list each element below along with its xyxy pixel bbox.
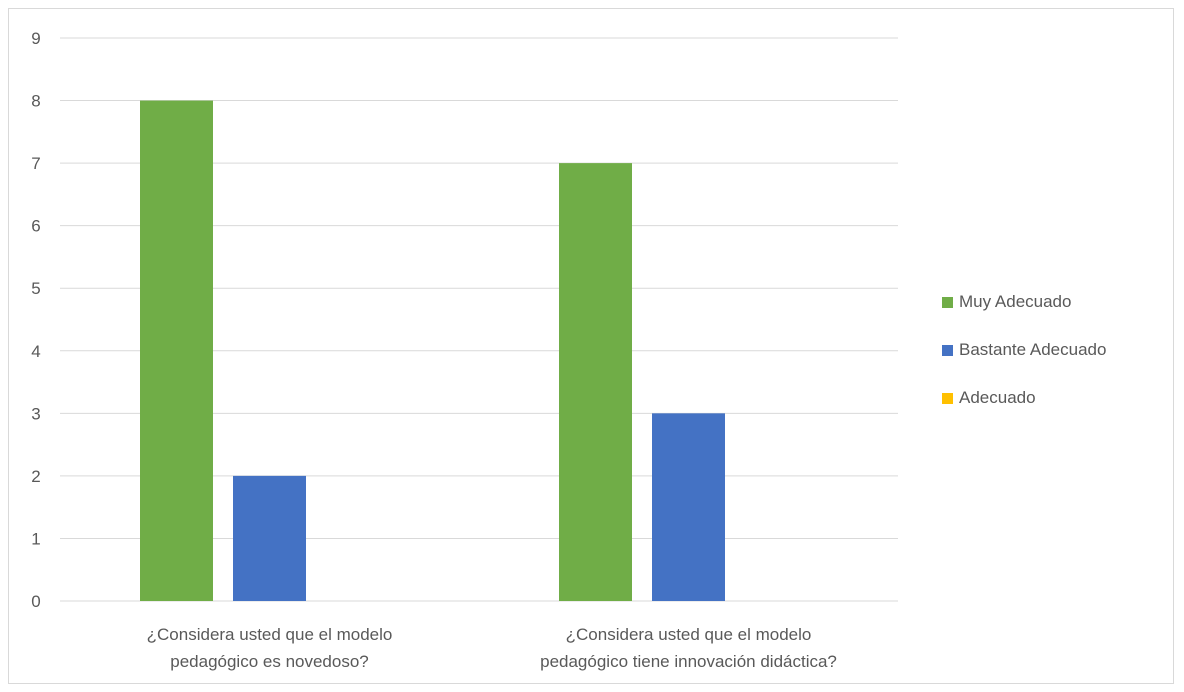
x-axis-categories: ¿Considera usted que el modelo pedagógico… [147, 625, 837, 671]
legend-label: Muy Adecuado [959, 292, 1072, 311]
y-tick-label: 5 [31, 279, 40, 298]
bars [140, 100, 725, 602]
x-category-label: pedagógico es novedoso? [170, 652, 369, 671]
y-tick-label: 3 [31, 404, 40, 423]
legend-swatch [942, 392, 953, 404]
legend-item: Muy Adecuado [942, 290, 1106, 314]
x-category-label: ¿Considera usted que el modelo [147, 625, 393, 644]
y-tick-label: 0 [31, 592, 40, 611]
bar-muy-adecuado-cat1 [140, 100, 213, 602]
y-tick-label: 7 [31, 154, 40, 173]
y-tick-label: 6 [31, 217, 40, 236]
legend-swatch [942, 344, 953, 356]
legend-label: Adecuado [959, 388, 1036, 407]
y-tick-label: 2 [31, 467, 40, 486]
bar-bastante-adecuado-cat1 [233, 475, 306, 601]
y-tick-label: 8 [31, 92, 40, 111]
y-tick-label: 4 [31, 342, 40, 361]
x-category-label: ¿Considera usted que el modelo [566, 625, 812, 644]
legend-item: Bastante Adecuado [942, 338, 1106, 362]
bar-bastante-adecuado-cat2 [652, 413, 725, 601]
bar-muy-adecuado-cat2 [559, 163, 632, 601]
legend-label: Bastante Adecuado [959, 340, 1107, 359]
legend-swatch [942, 296, 953, 308]
y-tick-label: 1 [31, 529, 40, 548]
legend: Muy Adecuado Bastante Adecuado Adecuado [942, 290, 1106, 434]
x-category-label: pedagógico tiene innovación didáctica? [540, 652, 837, 671]
y-tick-label: 9 [31, 29, 40, 48]
y-axis-ticks: 0 1 2 3 4 5 6 7 8 9 [31, 29, 40, 611]
legend-item: Adecuado [942, 386, 1106, 410]
